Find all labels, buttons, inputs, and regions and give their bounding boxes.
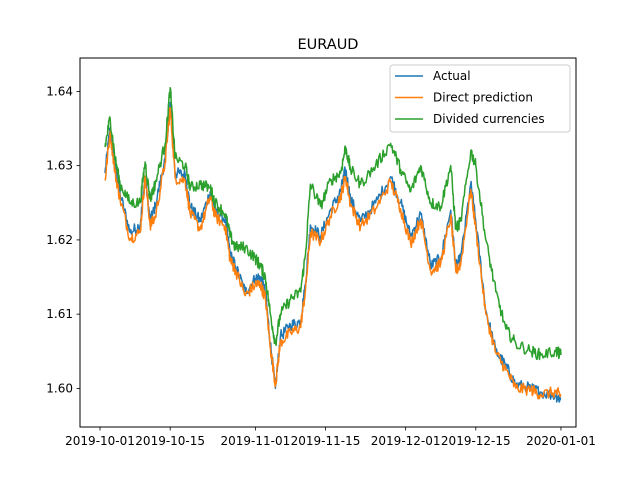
x-axis: 2019-10-01 2019-10-15 2019-11-01 2019-11-15… (65, 427, 596, 448)
x-tick-label: 2019-12-15 (441, 434, 511, 448)
y-tick-label: 1.60 (46, 381, 73, 395)
y-tick-label: 1.64 (46, 84, 73, 98)
legend: Actual Direct prediction Divided currencie… (389, 64, 571, 133)
x-tick-label: 2019-10-01 (65, 434, 135, 448)
x-tick-label: 2019-11-15 (291, 434, 361, 448)
legend-label: Actual (433, 69, 471, 83)
legend-box (389, 64, 571, 133)
legend-label: Divided currencies (433, 112, 545, 126)
y-tick-label: 1.63 (46, 159, 73, 173)
y-tick-label: 1.62 (46, 233, 73, 247)
legend-label: Direct prediction (433, 91, 533, 105)
x-tick-label: 2019-11-01 (220, 434, 290, 448)
axes-frame (79, 57, 577, 428)
x-tick-label: 2020-01-01 (526, 434, 596, 448)
x-tick-label: 2019-12-01 (371, 434, 441, 448)
y-axis: 1.60 1.61 1.62 1.63 1.64 (46, 84, 80, 395)
chart-title: EURAUD (298, 37, 359, 53)
x-tick-label: 2019-10-15 (135, 434, 205, 448)
series-line-3 (104, 86, 562, 361)
y-tick-label: 1.61 (46, 307, 73, 321)
series-line-2 (104, 106, 562, 400)
plot-area (79, 57, 577, 428)
series-layer (104, 86, 562, 403)
